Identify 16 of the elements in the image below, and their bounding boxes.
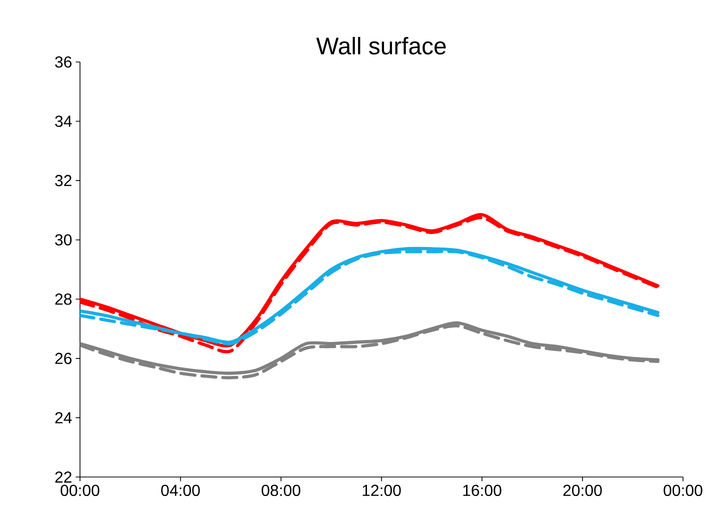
y-tick-label: 26: [55, 352, 72, 364]
x-tick-label: 20:00: [563, 484, 602, 496]
y-tick-label: 22: [55, 471, 72, 483]
y-tick-label: 28: [55, 294, 72, 305]
y-tick-label: 34: [55, 116, 72, 127]
y-tick-label: 36: [55, 56, 72, 68]
x-tick-label: 00:00: [664, 484, 702, 496]
y-tick-label: 24: [55, 412, 72, 424]
y-tick-label: 30: [55, 234, 72, 246]
x-tick-label: 12:00: [362, 484, 401, 496]
x-tick-label: 00:00: [60, 484, 100, 496]
x-tick-label: 08:00: [262, 484, 300, 496]
y-tick-label: 32: [55, 174, 72, 186]
x-tick-label: 04:00: [161, 484, 200, 496]
chart-title: Wall surface: [316, 36, 446, 54]
x-tick-label: 16:00: [463, 484, 502, 496]
